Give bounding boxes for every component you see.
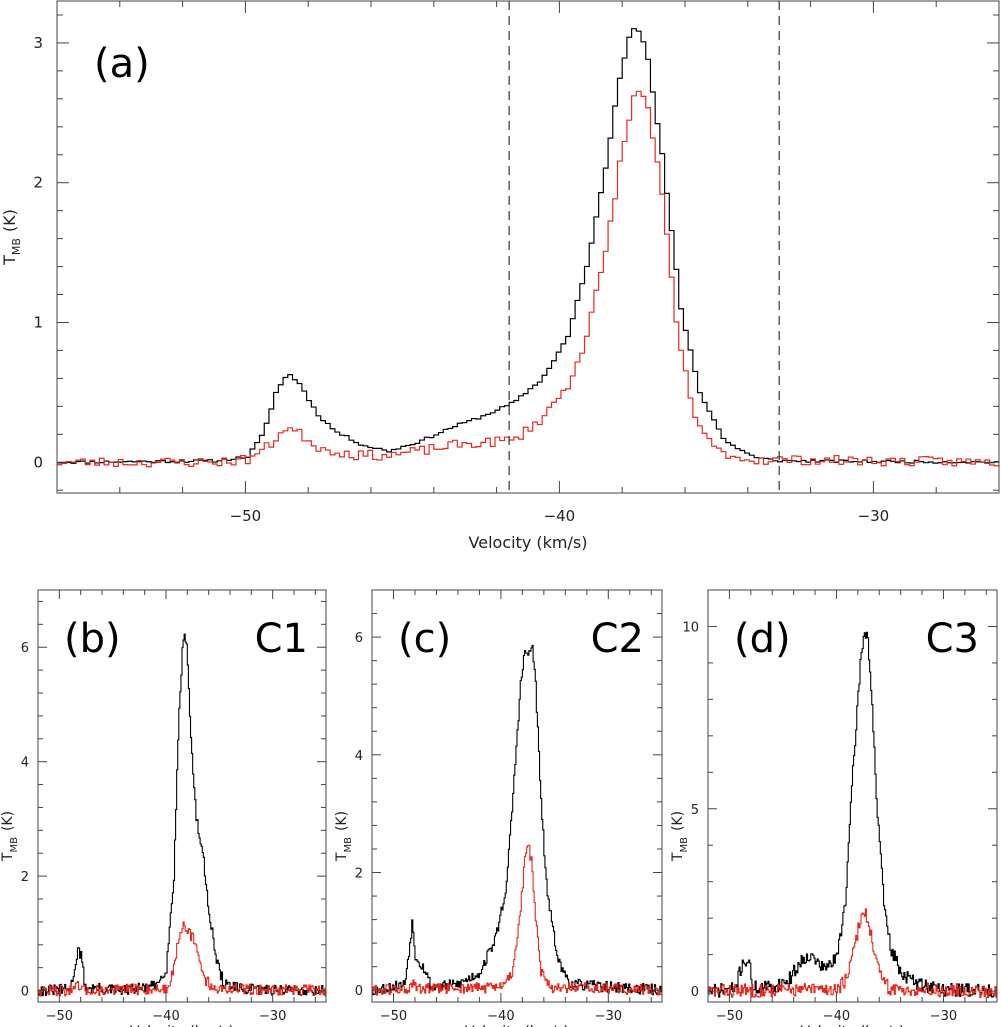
chart-panel-a: −50 −40 −30 0 1 2 3 Velocity (km/s) TMB (K) (a) [0, 0, 1000, 552]
y-axis-title: TMB (K) [670, 811, 690, 862]
y-axis-title-main: T [0, 255, 19, 266]
x-tick-label: −40 [544, 507, 576, 525]
y-axis-title-unit: (K) [334, 811, 350, 831]
panel-component-name: C2 [591, 616, 644, 662]
x-axis-title: Velocity (km/s) [130, 1024, 234, 1027]
x-tick-label: −50 [716, 1009, 743, 1024]
x-tick-label: −50 [380, 1009, 407, 1024]
y-tick-label: 6 [21, 641, 29, 656]
y-tick-label: 3 [33, 34, 43, 52]
y-tick-label: 0 [691, 985, 699, 1000]
series-black-line [38, 633, 326, 997]
x-tick-label: −30 [858, 507, 890, 525]
plot-frame [371, 589, 663, 1003]
y-tick-label: 5 [691, 803, 699, 818]
x-axis-title: Velocity (km/s) [465, 1024, 569, 1027]
y-tick-label: 2 [355, 867, 363, 882]
chart-panel-c: −50 −40 −30 0 2 4 6 Velocity (km/s) TMB (K) (c) C2 [334, 589, 663, 1027]
x-axis-title: Velocity (km/s) [469, 533, 588, 552]
series-red-line [372, 844, 662, 996]
series-red-line [57, 90, 999, 468]
y-axis-title-unit: (K) [0, 209, 19, 232]
panel-component-name: C1 [255, 616, 308, 662]
x-axis-title: Velocity (km/s) [800, 1024, 904, 1027]
panel-letter: (b) [64, 616, 121, 662]
x-tick-label: −50 [46, 1009, 73, 1024]
series-black-line [708, 631, 997, 998]
y-tick-label: 0 [33, 453, 43, 471]
plot-frame [56, 0, 1000, 494]
panel-letter: (a) [94, 41, 150, 87]
panel-letter: (c) [398, 616, 451, 662]
x-tick-label: −30 [595, 1009, 622, 1024]
x-tick-label: −40 [487, 1009, 514, 1024]
y-axis-title: TMB (K) [0, 209, 23, 266]
y-tick-label: 4 [355, 749, 363, 764]
y-axis-title-unit: (K) [0, 811, 16, 831]
y-axis-title-main: T [0, 852, 16, 862]
y-tick-label: 2 [21, 870, 29, 885]
y-tick-label: 0 [355, 984, 363, 999]
series-black-line [57, 28, 999, 464]
y-tick-label: 2 [33, 174, 43, 192]
x-tick-label: −30 [930, 1009, 957, 1024]
y-axis-title-subscript: MB [679, 837, 690, 853]
y-axis-title: TMB (K) [334, 811, 354, 862]
y-axis-title: TMB (K) [0, 811, 20, 862]
x-tick-label: −30 [259, 1009, 286, 1024]
chart-panel-d: −50 −40 −30 0 5 10 Velocity (km/s) TMB (K) (d) C3 [670, 589, 998, 1027]
y-tick-label: 6 [355, 631, 363, 646]
chart-panel-b: −50 −40 −30 0 2 4 6 Velocity (km/s) TMB (K) (b) C1 [0, 589, 327, 1027]
panel-letter: (d) [734, 616, 791, 662]
y-tick-label: 10 [682, 620, 699, 635]
plot-frame [707, 589, 998, 1003]
panel-component-name: C3 [926, 616, 979, 662]
y-tick-label: 0 [21, 985, 29, 1000]
x-tick-label: −50 [230, 507, 262, 525]
x-tick-label: −40 [823, 1009, 850, 1024]
series-red-line [708, 908, 997, 999]
y-axis-title-subscript: MB [10, 238, 23, 255]
plot-frame [37, 589, 327, 1003]
y-axis-title-main: T [334, 852, 350, 862]
y-tick-label: 1 [33, 313, 43, 331]
y-axis-title-subscript: MB [343, 837, 354, 853]
series-red-line [38, 921, 326, 997]
y-axis-title-unit: (K) [670, 811, 686, 831]
x-tick-label: −40 [152, 1009, 179, 1024]
series-black-line [372, 644, 662, 996]
y-axis-title-subscript: MB [9, 837, 20, 853]
y-tick-label: 4 [21, 756, 29, 771]
y-axis-title-main: T [670, 852, 686, 862]
